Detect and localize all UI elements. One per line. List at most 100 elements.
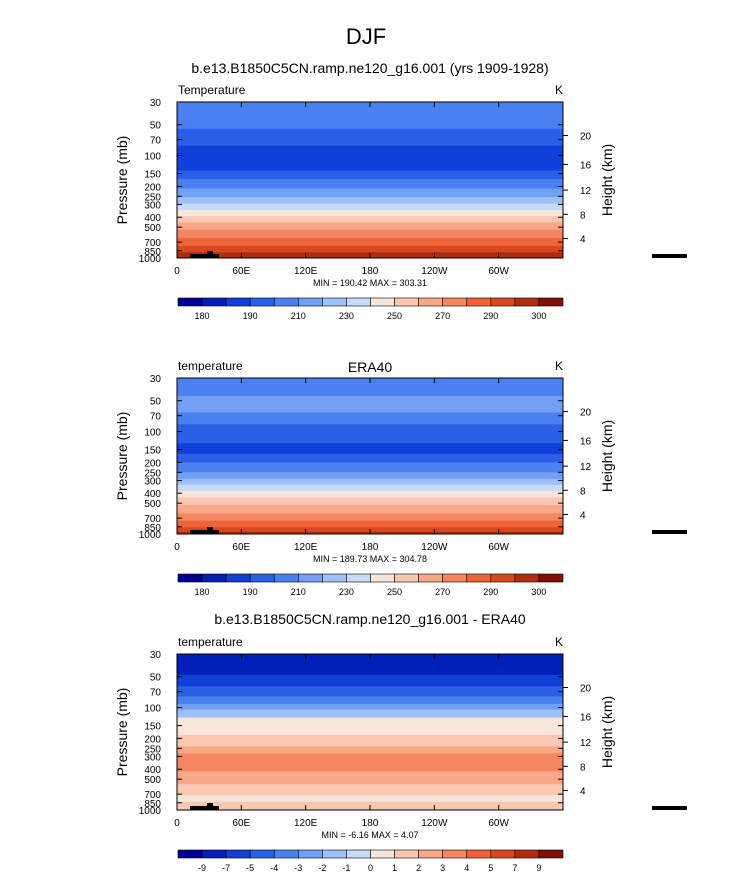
colorbar-label: 5 <box>488 863 493 873</box>
colorbar-label: 270 <box>435 587 450 597</box>
colorbar-box <box>466 573 492 583</box>
y-tick-label: 70 <box>150 412 162 423</box>
y-tick-label: 100 <box>144 704 161 715</box>
y2-tick-label: 12 <box>580 738 592 749</box>
colorbar-box <box>201 849 227 859</box>
colorbar-label: 250 <box>387 587 402 597</box>
panel-title: b.e13.B1850C5CN.ramp.ne120_g16.001 (yrs … <box>191 60 548 76</box>
colorbar-box <box>370 297 395 307</box>
y2-tick-label: 12 <box>580 186 592 197</box>
units-label: K <box>555 359 563 373</box>
colorbar-box <box>346 573 371 583</box>
colorbar-box <box>322 849 347 859</box>
y-tick-label: 30 <box>150 374 162 385</box>
colorbar-label: 1 <box>392 863 397 873</box>
colorbar-label: -1 <box>342 863 350 873</box>
colorbar-label: -4 <box>270 863 278 873</box>
colorbar-label: 180 <box>195 587 210 597</box>
topography-block <box>652 254 687 258</box>
y-axis-label: Pressure (mb) <box>114 688 130 777</box>
x-tick-label: 180 <box>362 818 379 829</box>
colorbar-box <box>394 573 419 583</box>
y-tick-label: 500 <box>144 223 161 234</box>
colorbar-box <box>273 849 299 859</box>
y2-tick-label: 8 <box>580 486 586 497</box>
colorbar-box <box>466 849 492 859</box>
y-tick-label: 250 <box>144 744 161 755</box>
y-tick-label: 1000 <box>139 806 162 817</box>
colorbar-box <box>418 573 443 583</box>
y2-tick-label: 8 <box>580 210 586 221</box>
topography-block <box>207 803 213 810</box>
y-axis-label: Pressure (mb) <box>114 412 130 501</box>
colorbar-box <box>322 573 347 583</box>
x-tick-label: 120E <box>294 542 318 553</box>
y2-tick-label: 20 <box>580 684 592 695</box>
y-tick-label: 70 <box>150 688 162 699</box>
y-tick-label: 30 <box>150 98 162 109</box>
colorbar-box <box>538 297 564 307</box>
x-tick-label: 0 <box>174 542 180 553</box>
colorbar-label: 290 <box>483 311 498 321</box>
y2-axis-label: Height (km) <box>599 144 615 216</box>
colorbar-label: -3 <box>294 863 302 873</box>
y-tick-label: 50 <box>150 397 162 408</box>
colorbar-box <box>394 297 419 307</box>
y-tick-label: 200 <box>144 734 161 745</box>
y2-tick-label: 12 <box>580 462 592 473</box>
colorbar-label: 230 <box>339 587 354 597</box>
variable-label: temperature <box>178 635 243 649</box>
y-tick-label: 200 <box>144 458 161 469</box>
colorbar-label: 230 <box>339 311 354 321</box>
colorbar-label: -2 <box>318 863 326 873</box>
colorbar-label: 300 <box>531 587 546 597</box>
colorbar-label: 0 <box>368 863 373 873</box>
colorbar-label: 270 <box>435 311 450 321</box>
variable-label: temperature <box>178 359 243 373</box>
colorbar-label: 250 <box>387 311 402 321</box>
y-tick-label: 100 <box>144 152 161 163</box>
colorbar-box <box>418 297 443 307</box>
y2-tick-label: 8 <box>580 762 586 773</box>
colorbar-box <box>249 849 275 859</box>
colorbar-box <box>298 573 323 583</box>
colorbar-box <box>490 573 516 583</box>
y-tick-label: 1000 <box>139 254 162 265</box>
topography-block <box>190 530 219 534</box>
colorbar-box <box>346 849 371 859</box>
topography-block <box>207 251 213 258</box>
x-tick-label: 0 <box>174 818 180 829</box>
colorbar-box <box>490 297 516 307</box>
colorbar-box <box>177 573 203 583</box>
y-tick-label: 500 <box>144 499 161 510</box>
colorbar-box <box>346 297 371 307</box>
colorbar-label: 300 <box>531 311 546 321</box>
colorbar-box <box>514 849 540 859</box>
y-tick-label: 50 <box>150 673 162 684</box>
y2-tick-label: 20 <box>580 132 592 143</box>
colorbar-box <box>201 297 227 307</box>
y-tick-label: 850 <box>144 523 161 534</box>
x-tick-label: 120E <box>294 818 318 829</box>
colorbar-box <box>538 573 564 583</box>
figure-title: DJF <box>346 24 386 49</box>
y-tick-label: 500 <box>144 775 161 786</box>
y2-axis-label: Height (km) <box>599 420 615 492</box>
colorbar-label: 4 <box>464 863 469 873</box>
colorbar-label: 290 <box>483 587 498 597</box>
y2-tick-label: 16 <box>580 436 592 447</box>
y2-tick-label: 16 <box>580 712 592 723</box>
colorbar-box <box>225 297 251 307</box>
colorbar-box <box>490 849 516 859</box>
colorbar-box <box>418 849 443 859</box>
y-tick-label: 70 <box>150 136 162 147</box>
y-axis-label: Pressure (mb) <box>114 136 130 225</box>
colorbar-label: 2 <box>416 863 421 873</box>
colorbar-box <box>225 573 251 583</box>
x-tick-label: 180 <box>362 542 379 553</box>
x-tick-label: 60W <box>488 818 509 829</box>
colorbar-box <box>298 849 323 859</box>
y-tick-label: 850 <box>144 799 161 810</box>
y-tick-label: 1000 <box>139 530 162 541</box>
colorbar-label: 210 <box>291 311 306 321</box>
